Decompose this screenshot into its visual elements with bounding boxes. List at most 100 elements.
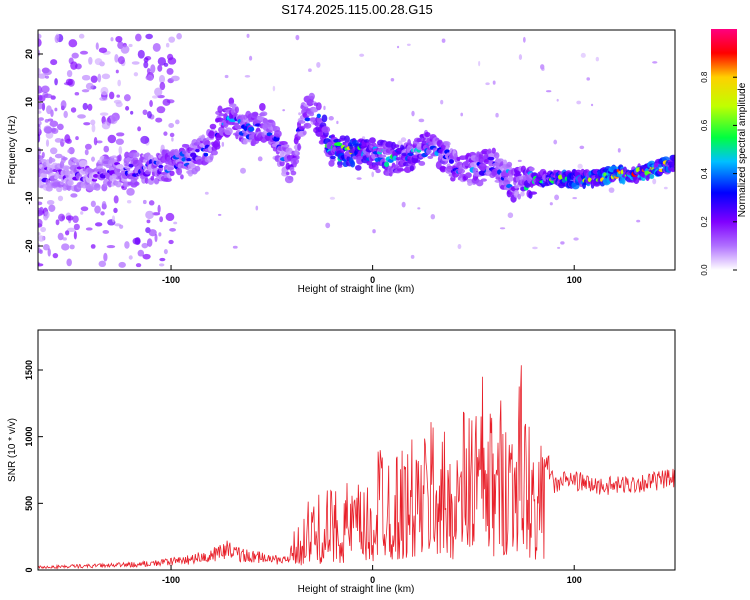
- heatmap-blob: [479, 163, 486, 167]
- heatmap-noise-blob: [217, 213, 222, 216]
- heatmap-peak-blob: [334, 142, 343, 147]
- heatmap-noise-blob: [80, 211, 84, 215]
- heatmap-blob: [208, 130, 215, 139]
- heatmap-noise-blob: [520, 191, 525, 197]
- heatmap-peak-blob: [247, 126, 255, 132]
- heatmap-blob: [210, 150, 218, 156]
- heatmap-noise-blob: [128, 43, 133, 48]
- heatmap-noise-blob: [70, 107, 77, 113]
- heatmap-noise-blob: [328, 116, 334, 121]
- heatmap-noise-blob: [99, 112, 109, 116]
- heatmap-noise-blob: [159, 82, 166, 91]
- heatmap-noise-blob: [176, 33, 182, 40]
- heatmap-noise-blob: [68, 39, 78, 48]
- heatmap-noise-blob: [120, 45, 130, 54]
- heatmap-noise-blob: [492, 80, 496, 85]
- heatmap-noise-blob: [73, 223, 80, 231]
- heatmap-blob: [115, 164, 125, 169]
- heatmap-noise-blob: [38, 248, 42, 254]
- heatmap-blob: [271, 120, 276, 128]
- heatmap-noise-blob: [109, 115, 118, 125]
- heatmap-noise-blob: [282, 109, 286, 112]
- heatmap-noise-blob: [113, 207, 118, 213]
- heatmap-noise-blob: [557, 246, 561, 249]
- heatmap-noise-blob: [272, 85, 276, 92]
- heatmap-noise-blob: [115, 138, 124, 145]
- heatmap-noise-blob: [295, 34, 300, 41]
- heatmap-noise-blob: [166, 67, 174, 75]
- heatmap-blob: [529, 191, 538, 195]
- heatmap-noise-blob: [371, 171, 375, 178]
- heatmap-noise-blob: [94, 205, 101, 214]
- heatmap-peak-blob: [392, 155, 398, 161]
- heatmap-noise-blob: [84, 143, 92, 150]
- heatmap-noise-blob: [125, 106, 130, 111]
- heatmap-noise-blob: [111, 215, 116, 223]
- heatmap-noise-blob: [411, 110, 415, 117]
- heatmap-noise-blob: [38, 218, 43, 227]
- x-tick-label: -100: [162, 575, 180, 585]
- heatmap-blob: [321, 114, 328, 123]
- heatmap-noise-blob: [143, 61, 149, 69]
- heatmap-blob: [439, 165, 447, 173]
- heatmap-noise-blob: [372, 229, 376, 234]
- heatmap-noise-blob: [165, 42, 170, 48]
- heatmap-blob: [312, 107, 317, 113]
- heatmap-noise-blob: [572, 197, 577, 200]
- heatmap-noise-blob: [38, 33, 42, 40]
- heatmap-noise-blob: [158, 74, 166, 84]
- heatmap-noise-blob: [38, 263, 44, 267]
- heatmap-noise-blob: [62, 237, 67, 241]
- heatmap-blob: [133, 151, 140, 158]
- heatmap-blob: [480, 178, 487, 182]
- heatmap-noise-blob: [163, 131, 168, 136]
- heatmap-blob: [506, 161, 513, 168]
- heatmap-noise-blob: [652, 61, 658, 64]
- heatmap-blob: [115, 180, 122, 188]
- heatmap-blob: [308, 92, 315, 100]
- heatmap-noise-blob: [135, 263, 142, 268]
- heatmap-noise-blob: [457, 243, 462, 250]
- heatmap-noise-blob: [65, 78, 73, 86]
- heatmap-blob: [54, 175, 59, 180]
- heatmap-noise-blob: [38, 133, 41, 143]
- heatmap-noise-blob: [517, 159, 522, 163]
- colorbar: 0.0 0.2 0.4 0.6 0.8 Normalized spectral ampl…: [700, 29, 748, 276]
- y-tick-label: 20: [24, 49, 34, 59]
- heatmap-blob: [424, 132, 431, 138]
- heatmap-noise-blob: [113, 195, 119, 204]
- heatmap-noise-blob: [155, 117, 163, 123]
- heatmap-blob: [218, 113, 225, 117]
- heatmap-noise-blob: [48, 204, 56, 212]
- heatmap-noise-blob: [134, 237, 141, 246]
- heatmap-blob: [344, 135, 350, 144]
- heatmap-noise-blob: [163, 248, 168, 255]
- heatmap-blob: [309, 112, 315, 117]
- heatmap-noise-blob: [329, 196, 336, 200]
- heatmap-blob: [252, 112, 259, 117]
- heatmap-blob: [329, 155, 336, 160]
- heatmap-noise-blob: [115, 69, 119, 74]
- heatmap-noise-blob: [586, 77, 590, 81]
- heatmap-noise-blob: [359, 53, 365, 57]
- y-tick-label: 0: [24, 567, 34, 572]
- heatmap-peak-blob: [158, 164, 164, 169]
- heatmap-noise-blob: [44, 126, 53, 134]
- heatmap-noise-blob: [102, 230, 110, 234]
- heatmap-blob: [67, 180, 74, 186]
- heatmap-blob: [169, 170, 175, 177]
- heatmap-blob: [443, 141, 451, 147]
- heatmap-noise-blob: [54, 78, 58, 86]
- heatmap-noise-blob: [157, 204, 161, 214]
- heatmap-blob: [375, 168, 381, 174]
- heatmap-noise-blob: [157, 57, 167, 66]
- heatmap-noise-blob: [499, 227, 506, 230]
- heatmap-noise-blob: [74, 91, 80, 96]
- y-tick-label: -20: [24, 239, 34, 252]
- heatmap-blob: [73, 158, 80, 163]
- heatmap-noise-blob: [336, 120, 339, 125]
- heatmap-noise-blob: [117, 79, 122, 87]
- heatmap-noise-blob: [88, 56, 93, 65]
- heatmap-noise-blob: [255, 205, 259, 211]
